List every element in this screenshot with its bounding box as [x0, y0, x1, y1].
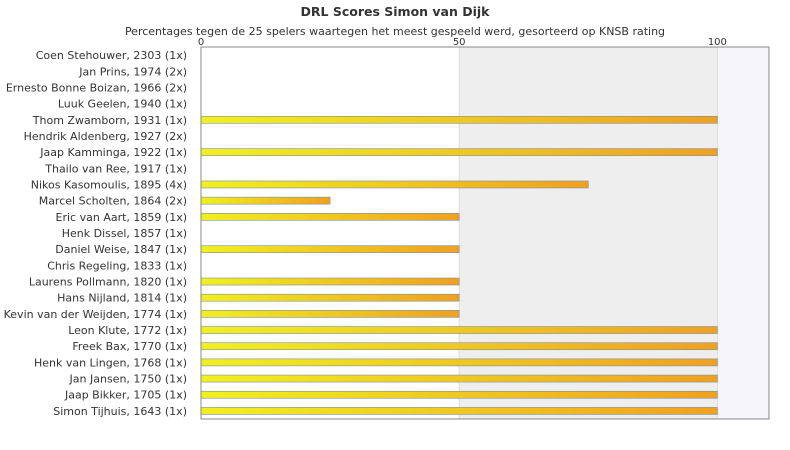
category-label: Eric van Aart, 1859 (1x)	[56, 211, 187, 224]
grid-band-100-plus	[717, 47, 769, 419]
category-label: Leon Klute, 1772 (1x)	[68, 324, 187, 337]
bar	[200, 245, 460, 253]
category-label: Hendrik Aldenberg, 1927 (2x)	[24, 130, 187, 143]
plot-frame	[200, 46, 770, 420]
x-tick-label: 0	[198, 37, 204, 48]
bar	[200, 407, 718, 415]
category-label: Henk van Lingen, 1768 (1x)	[34, 356, 187, 369]
bar	[200, 326, 718, 334]
category-label: Jan Prins, 1974 (2x)	[78, 65, 187, 78]
chart-title: DRL Scores Simon van Dijk	[300, 4, 490, 19]
category-label: Luuk Geelen, 1940 (1x)	[58, 98, 187, 111]
category-label: Freek Bax, 1770 (1x)	[72, 340, 187, 353]
bar	[200, 277, 460, 286]
category-label: Chris Regeling, 1833 (1x)	[47, 259, 187, 272]
bar	[200, 293, 460, 302]
category-label: Laurens Pollmann, 1820 (1x)	[29, 276, 187, 289]
grid-band-50-100	[459, 47, 718, 419]
category-label: Jaap Bikker, 1705 (1x)	[64, 389, 187, 402]
category-label: Henk Dissel, 1857 (1x)	[62, 227, 187, 240]
bar	[200, 374, 718, 383]
x-tick-label: 100	[708, 37, 727, 48]
bar	[200, 196, 331, 205]
category-label: Daniel Weise, 1847 (1x)	[55, 243, 187, 256]
bar	[200, 358, 718, 367]
category-label: Thailo van Ree, 1917 (1x)	[44, 162, 187, 175]
category-label: Ernesto Bonne Boizan, 1966 (2x)	[6, 81, 187, 94]
category-label: Nikos Kasomoulis, 1895 (4x)	[31, 178, 187, 191]
bar	[200, 115, 718, 124]
category-label: Thom Zwamborn, 1931 (1x)	[32, 114, 187, 127]
bar	[200, 342, 718, 351]
category-label: Simon Tijhuis, 1643 (1x)	[53, 405, 187, 418]
category-label: Hans Nijland, 1814 (1x)	[57, 292, 187, 305]
bar	[200, 390, 718, 399]
category-label: Coen Stehouwer, 2303 (1x)	[36, 49, 187, 62]
chart-subtitle: Percentages tegen de 25 spelers waartege…	[124, 25, 666, 38]
category-label: Jan Jansen, 1750 (1x)	[69, 373, 187, 386]
category-label: Kevin van der Weijden, 1774 (1x)	[4, 308, 187, 321]
category-label: Jaap Kamminga, 1922 (1x)	[39, 146, 187, 159]
bar	[200, 180, 589, 189]
bar	[200, 213, 460, 221]
bar	[200, 310, 460, 318]
category-label: Marcel Scholten, 1864 (2x)	[39, 195, 187, 208]
x-tick-label: 50	[453, 37, 466, 48]
bar	[200, 148, 718, 156]
